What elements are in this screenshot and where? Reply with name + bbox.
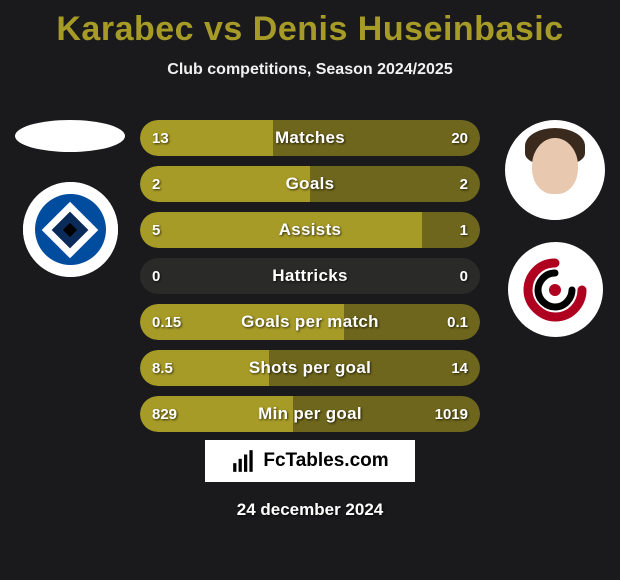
stat-value-left: 13 (140, 120, 181, 156)
stat-label: Matches (140, 120, 480, 156)
stat-value-left: 8.5 (140, 350, 185, 386)
stat-row: Goals2 2 (140, 166, 480, 202)
stat-value-right: 20 (439, 120, 480, 156)
right-player-column (500, 120, 610, 337)
stat-value-left: 0.15 (140, 304, 193, 340)
stat-label: Goals (140, 166, 480, 202)
stat-row: Hattricks0 0 (140, 258, 480, 294)
stat-label: Hattricks (140, 258, 480, 294)
stat-label: Assists (140, 212, 480, 248)
player-right-club-badge (508, 242, 603, 337)
stat-value-right: 1019 (423, 396, 480, 432)
brand-footer: FcTables.com (205, 440, 415, 482)
stat-value-left: 0 (140, 258, 172, 294)
stat-value-right: 1 (448, 212, 480, 248)
stat-value-right: 0 (448, 258, 480, 294)
stat-row: Goals per match0.150.1 (140, 304, 480, 340)
stat-label: Shots per goal (140, 350, 480, 386)
stat-row: Min per goal8291019 (140, 396, 480, 432)
stat-row: Matches13 20 (140, 120, 480, 156)
hurricane-icon (520, 255, 590, 325)
player-left-club-badge (23, 182, 118, 277)
stat-value-left: 829 (140, 396, 189, 432)
chart-icon (231, 448, 257, 474)
stat-row: Assists5 1 (140, 212, 480, 248)
left-player-column (10, 120, 130, 277)
stat-value-left: 5 (140, 212, 172, 248)
stat-value-right: 14 (439, 350, 480, 386)
player-right-avatar (505, 120, 605, 220)
page-title: Karabec vs Denis Huseinbasic (0, 0, 620, 49)
stat-value-right: 0.1 (435, 304, 480, 340)
stats-bars: Matches13 20 Goals2 2 Assists5 1 Hattricks0 0 Go… (140, 120, 480, 442)
stat-row: Shots per goal8.5 14 (140, 350, 480, 386)
player-left-avatar (15, 120, 125, 152)
brand-text: FcTables.com (263, 450, 388, 472)
date-label: 24 december 2024 (0, 500, 620, 520)
stat-value-right: 2 (448, 166, 480, 202)
season-subtitle: Club competitions, Season 2024/2025 (0, 61, 620, 79)
stat-value-left: 2 (140, 166, 172, 202)
